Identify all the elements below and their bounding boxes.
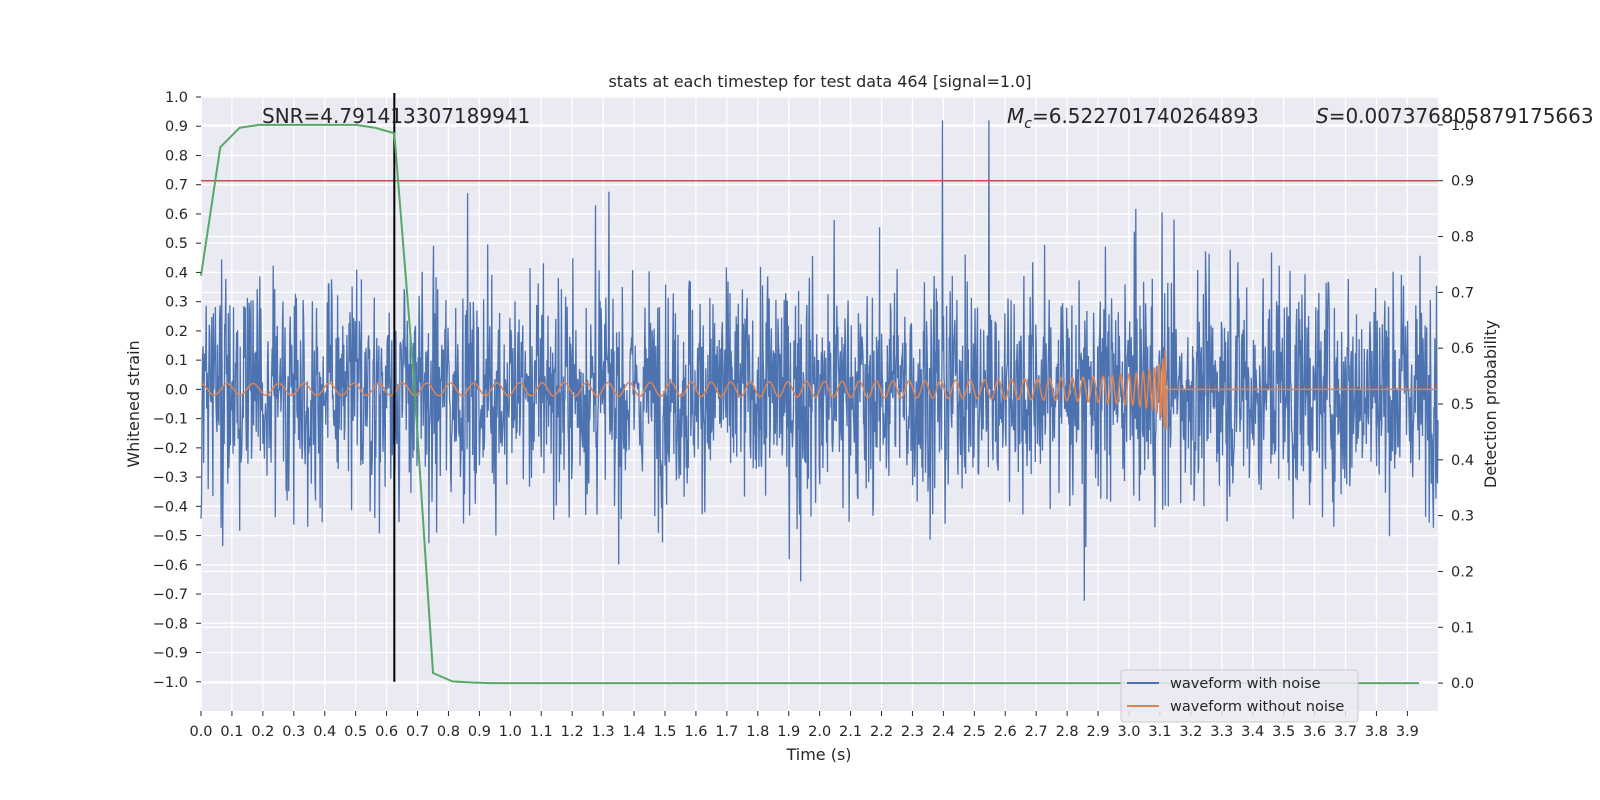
y-tick-label: 0.6 — [165, 207, 188, 223]
y-tick-label: 0.5 — [165, 236, 188, 252]
y-right-tick-label: 0.6 — [1451, 341, 1474, 357]
s-annotation: S=0.007376805879175663 — [1316, 104, 1594, 128]
y-right-tick-label: 0.5 — [1451, 397, 1474, 413]
x-tick-label: 3.2 — [1179, 724, 1202, 740]
chirp-mass-subscript: c — [1024, 116, 1032, 132]
y-right-tick-label: 0.8 — [1451, 230, 1474, 246]
x-tick-label: 2.4 — [932, 724, 955, 740]
y-tick-label: 0.7 — [165, 178, 188, 194]
y-right-tick-label: 0.9 — [1451, 174, 1474, 190]
legend-label-noise: waveform with noise — [1170, 676, 1321, 692]
y-tick-label: −0.6 — [153, 558, 188, 574]
y-right-tick-label: 0.7 — [1451, 285, 1474, 301]
chirp-mass-value: =6.522701740264893 — [1032, 104, 1259, 128]
x-tick-label: 0.6 — [375, 724, 398, 740]
y-tick-label: 0.2 — [165, 324, 188, 340]
x-tick-label: 3.6 — [1303, 724, 1326, 740]
x-tick-label: 2.3 — [901, 724, 924, 740]
y-right-tick-label: 0.0 — [1451, 676, 1474, 692]
y-right-tick-label: 0.2 — [1451, 564, 1474, 580]
x-tick-label: 0.2 — [251, 724, 274, 740]
y-tick-label: −0.7 — [153, 587, 188, 603]
x-tick-label: 2.1 — [839, 724, 862, 740]
y-right-tick-label: 0.1 — [1451, 620, 1474, 636]
series-waveform-without-noise — [201, 349, 1438, 431]
y-tick-label: 0.8 — [165, 148, 188, 164]
x-tick-label: 1.8 — [746, 724, 769, 740]
x-tick-label: 2.0 — [808, 724, 831, 740]
x-tick-label: 3.4 — [1241, 724, 1264, 740]
y-tick-label: 0.9 — [165, 119, 188, 135]
y-tick-label: −0.9 — [153, 646, 188, 662]
y-tick-label: −0.1 — [153, 412, 188, 428]
chirp-mass-symbol: M — [1007, 104, 1024, 128]
y-tick-label: −0.3 — [153, 470, 188, 486]
y-right-tick-label: 0.4 — [1451, 453, 1474, 469]
x-tick-label: 3.9 — [1396, 724, 1419, 740]
x-tick-label: 2.9 — [1087, 724, 1110, 740]
legend-box — [1120, 669, 1359, 723]
chirp-mass-annotation: Mc=6.522701740264893 — [1007, 104, 1259, 132]
x-tick-label: 0.0 — [189, 724, 212, 740]
y-tick-label: −0.5 — [153, 529, 188, 545]
y-tick-label: −0.2 — [153, 441, 188, 457]
x-tick-label: 1.2 — [561, 724, 584, 740]
x-tick-label: 1.5 — [653, 724, 676, 740]
y-axis-right-label: Detection probability — [1481, 320, 1500, 488]
series-waveform-with-noise — [200, 120, 1439, 601]
x-tick-label: 0.7 — [406, 724, 429, 740]
y-tick-label: 0.3 — [165, 295, 188, 311]
x-tick-label: 0.3 — [282, 724, 305, 740]
x-tick-label: 1.1 — [530, 724, 553, 740]
x-tick-label: 3.0 — [1117, 724, 1140, 740]
x-tick-label: 0.8 — [437, 724, 460, 740]
y-tick-label: 0.4 — [165, 265, 188, 281]
x-tick-label: 1.4 — [623, 724, 646, 740]
x-tick-label: 2.8 — [1056, 724, 1079, 740]
y-tick-label: 0.1 — [165, 353, 188, 369]
x-tick-label: 2.7 — [1025, 724, 1048, 740]
x-tick-label: 1.7 — [715, 724, 738, 740]
x-tick-label: 3.1 — [1148, 724, 1171, 740]
y-tick-label: −1.0 — [153, 675, 188, 691]
y-tick-label: −0.4 — [153, 499, 188, 515]
series-layer — [200, 93, 1439, 685]
x-tick-label: 2.2 — [870, 724, 893, 740]
x-tick-label: 0.1 — [220, 724, 243, 740]
ticks: 0.0 0.1 0.2 0.3 0.4 0.5 0.6 0.7 0.8 0.9 1.0 1.1 1.2 1… — [153, 90, 1474, 740]
x-tick-label: 3.8 — [1365, 724, 1388, 740]
s-value: =0.007376805879175663 — [1329, 104, 1594, 128]
x-tick-label: 2.5 — [963, 724, 986, 740]
x-tick-label: 0.5 — [344, 724, 367, 740]
y-right-tick-label: 0.3 — [1451, 509, 1474, 525]
y-tick-label: 0.0 — [165, 382, 188, 398]
snr-annotation: SNR=4.791413307189941 — [262, 104, 530, 128]
x-tick-label: 3.7 — [1334, 724, 1357, 740]
x-tick-label: 3.5 — [1272, 724, 1295, 740]
x-tick-label: 1.9 — [777, 724, 800, 740]
x-tick-label: 1.0 — [499, 724, 522, 740]
y-tick-label: −0.8 — [153, 616, 188, 632]
s-symbol: S — [1316, 104, 1329, 128]
chart-title: stats at each timestep for test data 464… — [608, 72, 1031, 91]
x-tick-label: 2.6 — [994, 724, 1017, 740]
x-tick-label: 1.6 — [684, 724, 707, 740]
legend: waveform with noise waveform without noi… — [1120, 669, 1359, 723]
y-tick-label: 1.0 — [165, 90, 188, 106]
x-tick-label: 3.3 — [1210, 724, 1233, 740]
x-tick-label: 1.3 — [592, 724, 615, 740]
x-tick-label: 0.4 — [313, 724, 336, 740]
y-right-tick-label: 1.0 — [1451, 118, 1474, 134]
legend-label-clean: waveform without noise — [1170, 699, 1344, 715]
x-tick-label: 0.9 — [468, 724, 491, 740]
x-axis-label: Time (s) — [785, 745, 851, 764]
y-axis-label: Whitened strain — [124, 340, 143, 467]
